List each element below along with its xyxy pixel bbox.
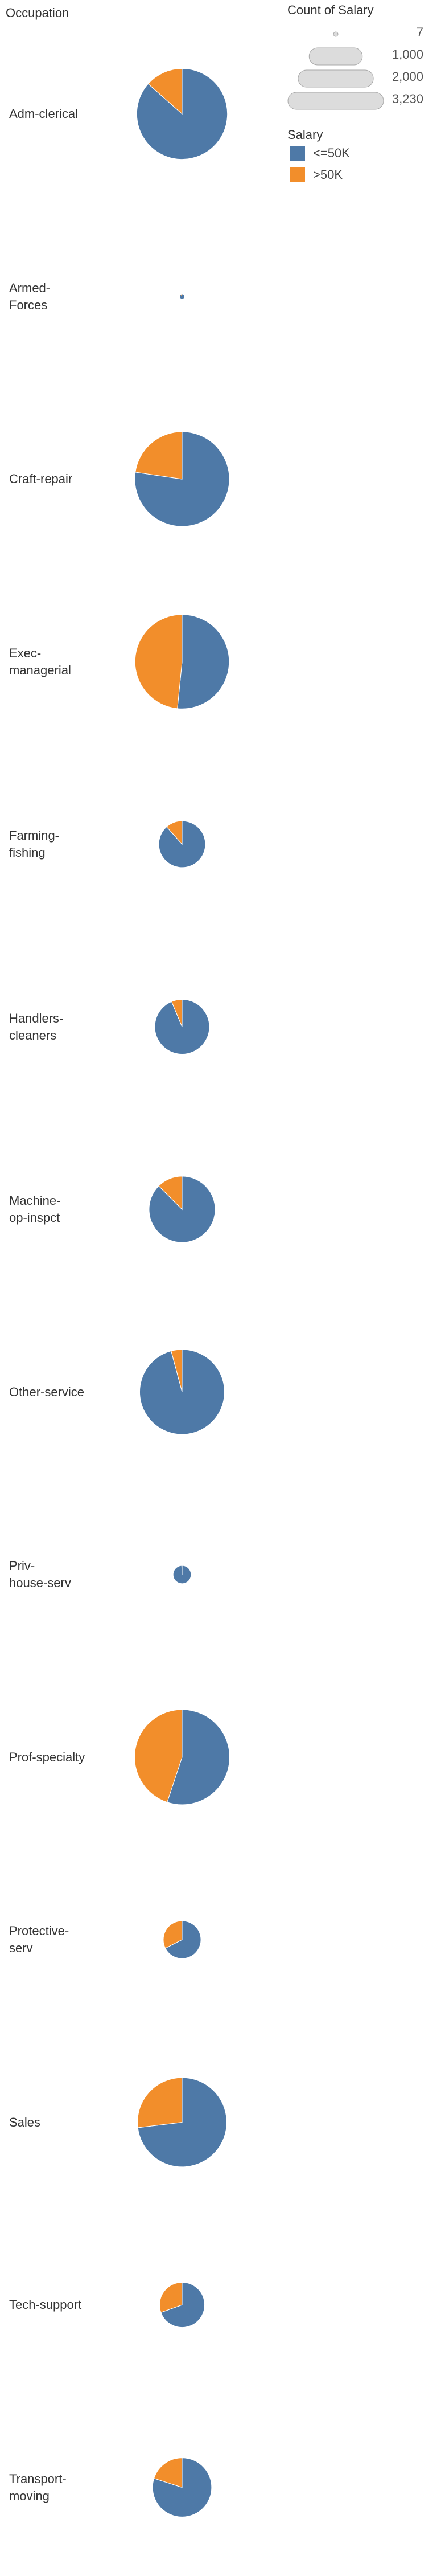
pie-slice-le50k[interactable] <box>177 614 230 709</box>
pie-slice-gt50k[interactable] <box>137 2077 183 2128</box>
pie-slice-gt50k[interactable] <box>163 1920 183 1949</box>
pie-exec-managerial[interactable] <box>134 614 230 709</box>
row-label: Sales <box>9 2115 41 2129</box>
pie-slice-le50k[interactable] <box>160 2281 205 2328</box>
row-label: Farming-fishing <box>9 828 60 860</box>
pie-armed-forces[interactable] <box>180 294 185 299</box>
pie-craft-repair[interactable] <box>134 431 230 527</box>
row-label: Craft-repair <box>9 472 73 486</box>
pie-slice-gt50k[interactable] <box>171 1349 183 1392</box>
pie-adm-clerical[interactable] <box>136 68 228 160</box>
color-legend-item[interactable]: <=50K <box>290 146 350 161</box>
pie-tech-support[interactable] <box>159 2281 205 2328</box>
pie-slice-gt50k[interactable] <box>134 614 183 709</box>
row-label: Tech-support <box>9 2297 82 2312</box>
pie-slice-gt50k[interactable] <box>166 820 183 845</box>
row-label: Adm-clerical <box>9 107 79 121</box>
pie-slice-gt50k[interactable] <box>147 68 183 115</box>
pie-slice-gt50k[interactable] <box>180 294 182 297</box>
pie-prof-specialty[interactable] <box>134 1709 230 1805</box>
legend-swatch <box>290 146 305 161</box>
size-legend-mark <box>333 31 339 37</box>
row-label: Exec-managerial <box>9 645 71 677</box>
pie-slice-gt50k[interactable] <box>158 1176 183 1211</box>
row-label: Protective-serv <box>9 1924 69 1955</box>
row-label: Other-service <box>9 1384 85 1399</box>
legend-label: <=50K <box>313 146 350 160</box>
pie-priv-house-serv[interactable] <box>172 1565 192 1584</box>
pie-slice-le50k[interactable] <box>180 294 185 299</box>
pie-slice-gt50k[interactable] <box>135 431 183 480</box>
pie-transport-moving[interactable] <box>152 2458 212 2517</box>
pie-handlers-cleaners[interactable] <box>154 999 210 1055</box>
size-legend-label: 2,000 <box>392 69 423 84</box>
size-legend-mark <box>287 92 384 110</box>
pie-sales[interactable] <box>137 2077 227 2168</box>
size-legend-mark <box>308 47 363 66</box>
legend-label: >50K <box>313 167 343 182</box>
pie-slice-gt50k[interactable] <box>134 1709 183 1803</box>
color-legend-item[interactable]: >50K <box>290 167 343 182</box>
pie-slice-le50k[interactable] <box>167 1709 230 1805</box>
row-label: Handlers-cleaners <box>9 1011 64 1042</box>
size-legend-label: 1,000 <box>392 47 423 62</box>
pie-farming-fishing[interactable] <box>158 820 206 868</box>
pie-slice-gt50k[interactable] <box>154 2458 183 2488</box>
color-legend-title[interactable]: Salary <box>287 128 323 142</box>
legend-swatch <box>290 167 305 182</box>
row-label: Armed- Forces <box>9 280 51 312</box>
pie-other-service[interactable] <box>139 1349 225 1435</box>
row-label: Prof-specialty <box>9 1749 85 1764</box>
pie-slice-gt50k[interactable] <box>171 999 183 1027</box>
pie-machine-op-inspct[interactable] <box>149 1176 216 1243</box>
row-label: Transport-moving <box>9 2471 67 2503</box>
pie-protective-serv[interactable] <box>163 1920 201 1959</box>
row-label: Machine-op-inspct <box>9 1193 61 1225</box>
pie-slice-le50k[interactable] <box>164 1920 201 1959</box>
occupation-header[interactable]: Occupation <box>6 6 69 20</box>
row-label: Priv-house-serv <box>9 1559 71 1590</box>
size-legend-label: 7 <box>416 25 423 39</box>
size-legend-title[interactable]: Count of Salary <box>287 3 374 17</box>
size-legend-mark <box>298 69 374 88</box>
size-legend-label: 3,230 <box>392 92 423 106</box>
pie-slice-gt50k[interactable] <box>159 2281 183 2313</box>
